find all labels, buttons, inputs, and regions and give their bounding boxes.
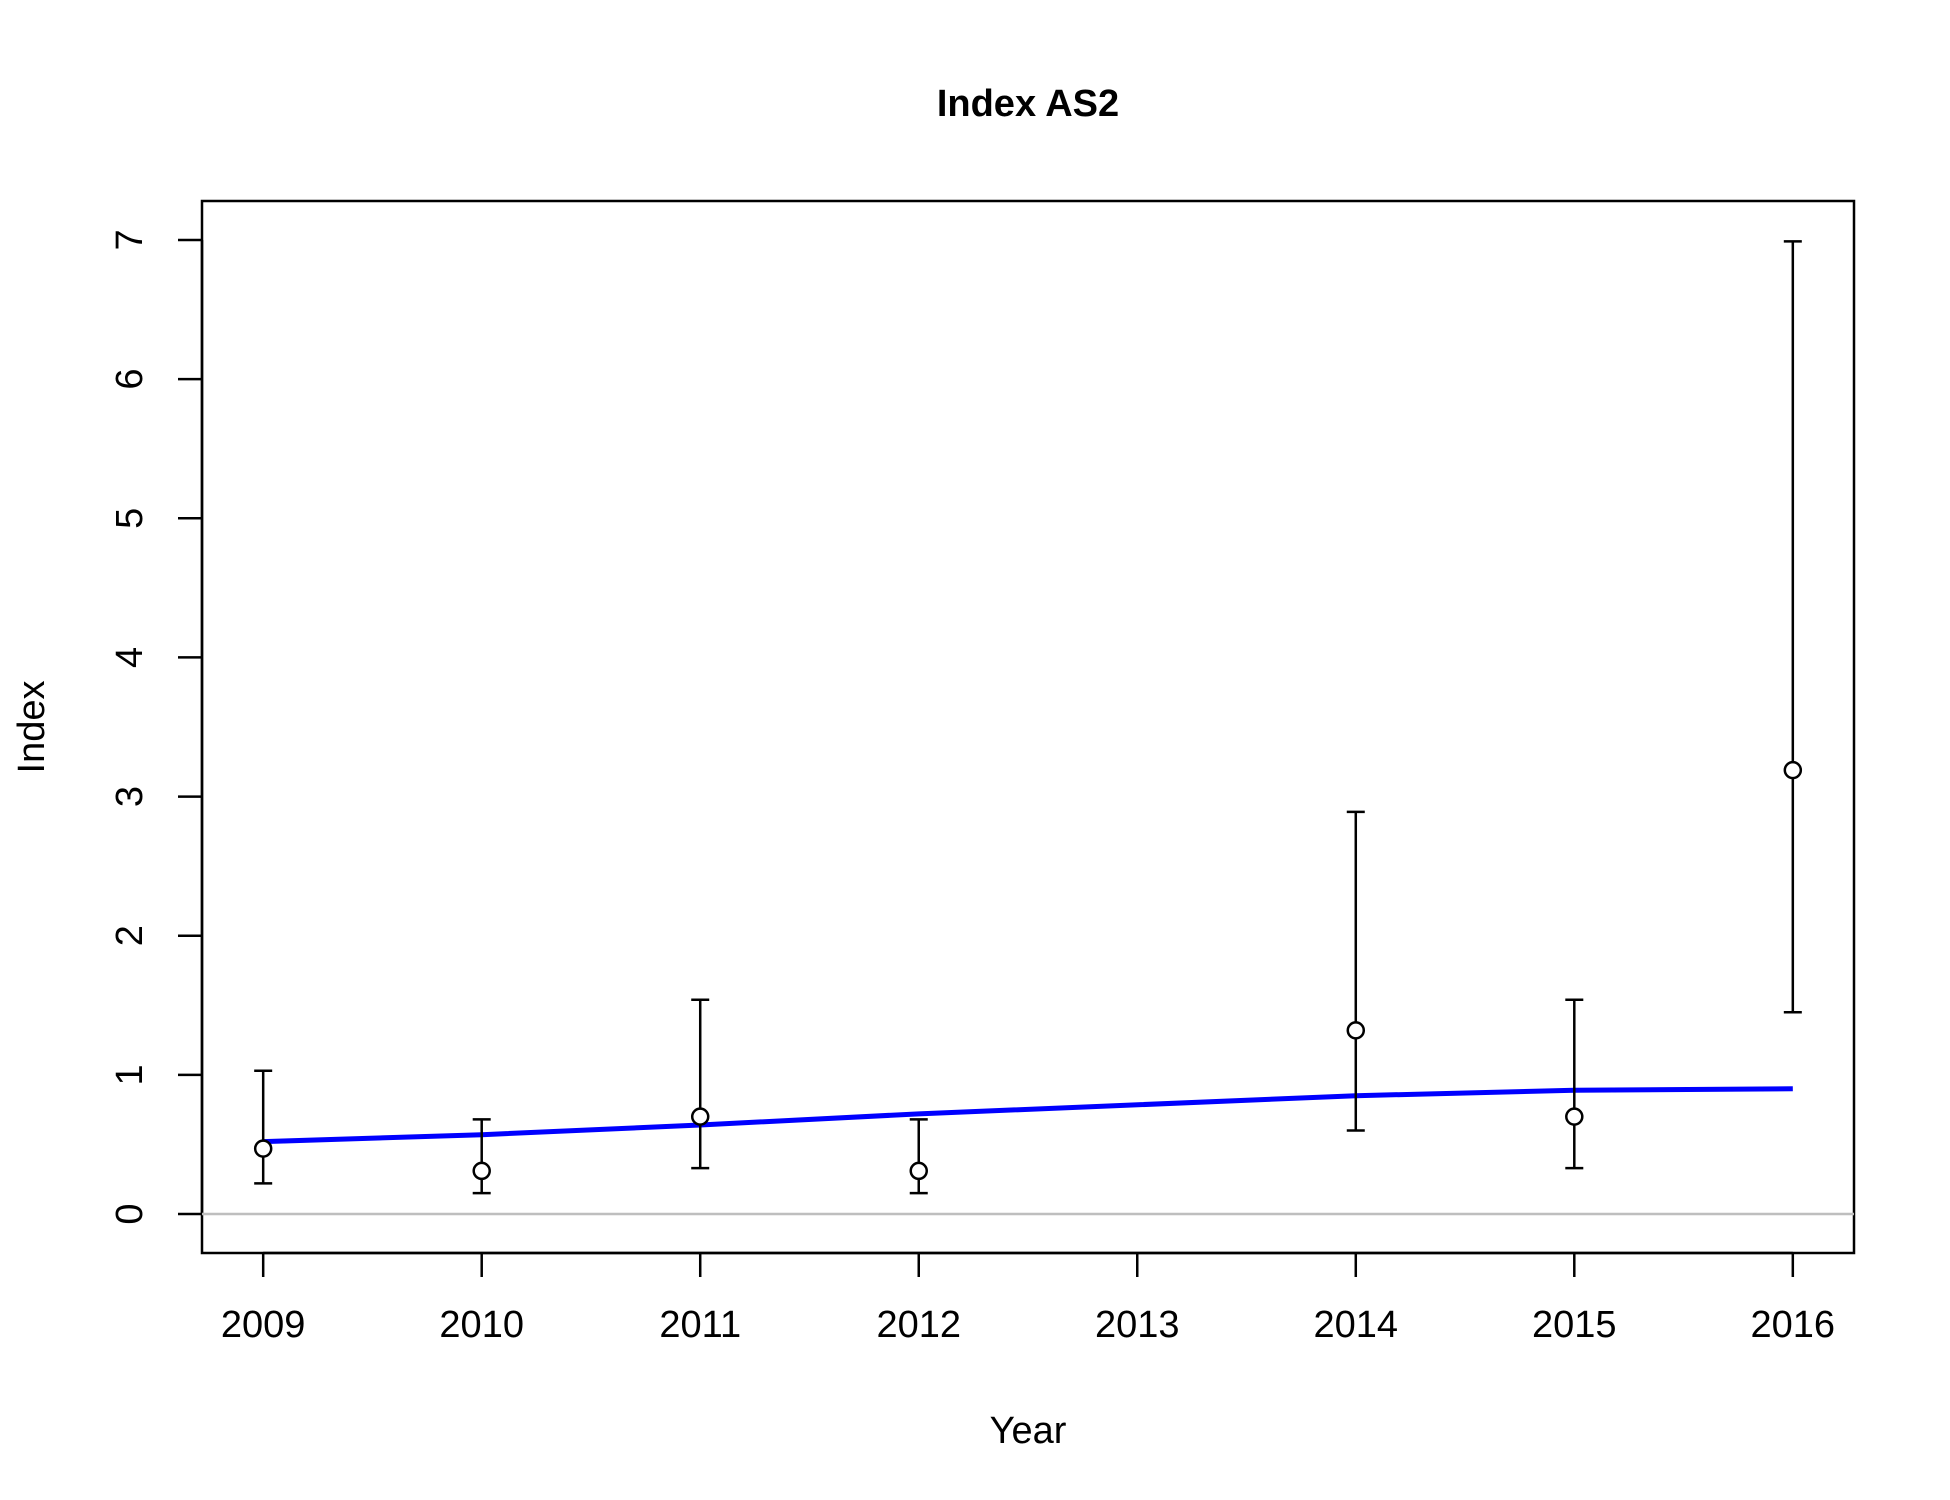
error-bar: [909, 1118, 928, 1195]
error-bars: [254, 240, 1802, 1195]
x-tick-label: 2012: [876, 1304, 961, 1346]
fit-line: [263, 1086, 1793, 1145]
x-tick-label: 2011: [659, 1304, 741, 1346]
plot-frame: [200, 199, 1856, 1255]
y-axis: 0 1 2 3 4 5 6 7: [109, 229, 204, 1225]
x-axis-label: Year: [990, 1410, 1067, 1452]
x-tick-label: 2016: [1751, 1304, 1836, 1346]
chart-title: Index AS2: [937, 83, 1119, 125]
error-bar: [254, 1069, 273, 1185]
y-tick-label: 0: [109, 1203, 151, 1224]
data-point: [1783, 760, 1803, 780]
x-tick-label: 2009: [221, 1304, 306, 1346]
y-tick-label: 1: [109, 1064, 151, 1085]
data-point: [690, 1107, 710, 1126]
x-axis: 2009 2010 2011 2012 2013 2014 2015 2016: [221, 1251, 1836, 1346]
x-tick-label: 2013: [1095, 1304, 1180, 1346]
y-tick-label: 3: [109, 786, 151, 807]
data-point: [253, 1139, 273, 1158]
data-point: [909, 1161, 928, 1181]
x-tick-label: 2010: [439, 1304, 524, 1346]
y-tick-label: 5: [109, 508, 151, 529]
y-tick-label: 4: [109, 647, 151, 668]
y-axis-label: Index: [11, 681, 53, 774]
data-point: [1346, 1021, 1366, 1040]
error-bar: [1346, 810, 1365, 1132]
x-tick-label: 2015: [1532, 1304, 1617, 1346]
data-points: [253, 760, 1803, 1181]
error-bar: [1565, 998, 1584, 1170]
error-bar: [472, 1118, 491, 1195]
y-tick-label: 7: [109, 229, 151, 250]
error-bar: [1783, 240, 1802, 1014]
y-tick-label: 6: [109, 369, 151, 390]
fit-line-group: [263, 1086, 1793, 1145]
x-tick-label: 2014: [1314, 1304, 1399, 1346]
data-point: [472, 1161, 491, 1181]
y-tick-label: 2: [109, 925, 151, 946]
data-point: [1565, 1107, 1584, 1126]
error-bar: [691, 998, 710, 1170]
